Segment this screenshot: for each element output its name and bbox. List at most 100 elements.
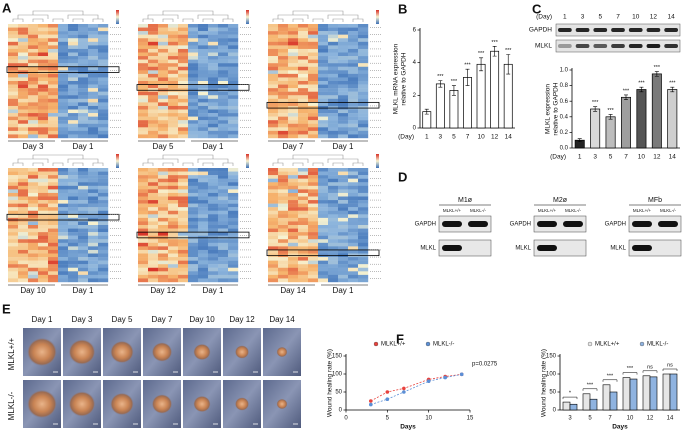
heatmap-cell [328,109,339,114]
heatmap-cell [48,77,59,82]
heatmap-cell [228,239,239,244]
legend-marker [587,341,593,347]
heatmap-cell [38,45,49,50]
heatmap-cell [168,257,179,261]
heatmap-cell [218,130,229,135]
heatmap-cell [328,41,339,46]
heatmap-cell [308,214,319,219]
heatmap-cell [148,113,159,117]
heatmap-cell [218,38,229,43]
heatmap-cell [8,38,19,43]
heatmap-cell [218,182,229,187]
heatmap-cell [88,48,99,53]
heatmap-cell [28,84,39,89]
heatmap-cell [148,109,159,114]
heatmap-cell [268,210,279,215]
heatmap-cell [8,253,19,258]
heatmap-cell [158,31,169,35]
heatmap-cell [138,59,149,64]
y-axis-label: Wound healing rate (%) [327,349,334,417]
heatmap-cell [168,253,179,258]
heatmap-cell [328,48,339,53]
heatmap-cell [318,52,329,57]
x-tick-label: 5 [386,416,390,422]
heatmap-cell [58,63,69,67]
heatmap-cell [308,264,319,268]
heatmap-cell [178,232,189,236]
heatmap-cell [78,73,89,78]
heatmap-cell [358,246,369,251]
heatmap-cell [178,221,189,226]
heatmap-cell [178,24,189,28]
heatmap-cell [288,56,299,60]
error-bar [438,80,443,88]
heatmap-cell [8,207,19,211]
heatmap-cell [8,116,19,121]
heatmap-cell [348,264,359,268]
heatmap-cell [168,52,179,57]
heatmap-cell [328,56,339,60]
heatmap-cell [358,274,369,279]
heatmap-cell [8,246,19,251]
heatmap-cell [278,168,289,172]
heatmap-cell [298,246,309,251]
heatmap-cell [98,120,109,124]
blot-membrane [438,239,492,257]
heatmap-cell [288,127,299,132]
heatmap-cell [188,200,199,204]
significance: *** [607,108,614,114]
bar [642,375,651,411]
heatmap-cell [148,73,159,78]
bar [629,378,638,411]
heatmap-cell [38,178,49,183]
y-tick-label: 150 [332,354,343,360]
heatmap-cell [138,242,149,247]
heatmap-cell [228,24,239,28]
error-bar [424,108,429,115]
heatmap-cell [98,105,109,110]
heatmap-cell [78,48,89,53]
heatmap-cell [148,27,159,32]
heatmap-cell [78,228,89,233]
heatmap-cell [168,56,179,60]
heatmap-cell [98,264,109,268]
heatmap-cell [68,66,79,71]
heatmap-cell [208,257,219,261]
heatmap-cell [358,45,369,50]
heatmap-cell [198,34,209,39]
dendrogram [12,18,24,22]
heatmap-cell [168,95,179,100]
heatmap-cell [198,127,209,132]
y-tick-label: 0.4 [560,114,569,120]
blot-band [646,44,661,48]
heatmap-cell [198,113,209,117]
heatmap-cell [228,182,239,187]
heatmap-cell [208,260,219,265]
x-tick-label: 14 [669,154,677,161]
heatmap-cell [348,84,359,89]
heatmap-cell [228,127,239,132]
heatmap-cell [298,59,309,64]
heatmap-cell [288,274,299,279]
heatmap-cell [328,185,339,190]
error-bar [492,46,497,57]
heatmap-cell [338,246,349,251]
heatmap-cell [308,102,319,107]
heatmap-cell [328,52,339,57]
heatmap-cell [188,171,199,176]
heatmap-cell [208,196,219,201]
heatmap-cell [38,88,49,92]
heatmap-cell [98,77,109,82]
heatmap-cell [188,59,199,64]
heatmap-cell [58,239,69,244]
heatmap-cell [348,27,359,32]
heatmap-cell [188,130,199,135]
heatmap-cell [318,257,329,261]
heatmap-cell [8,66,19,71]
error-bar [506,54,511,75]
heatmap-cell [308,56,319,60]
heatmap-cell [358,225,369,229]
annotation: p=0.0275 [472,362,498,368]
heatmap-cell [178,264,189,268]
heatmap-cell [218,123,229,128]
